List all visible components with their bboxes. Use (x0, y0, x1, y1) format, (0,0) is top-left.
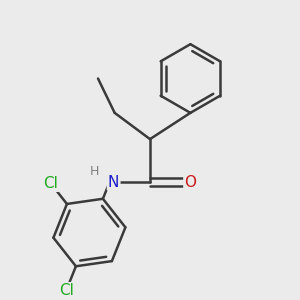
Text: O: O (184, 175, 196, 190)
Text: N: N (108, 175, 119, 190)
Text: Cl: Cl (59, 283, 74, 298)
Text: Cl: Cl (43, 176, 58, 191)
Text: H: H (90, 165, 99, 178)
